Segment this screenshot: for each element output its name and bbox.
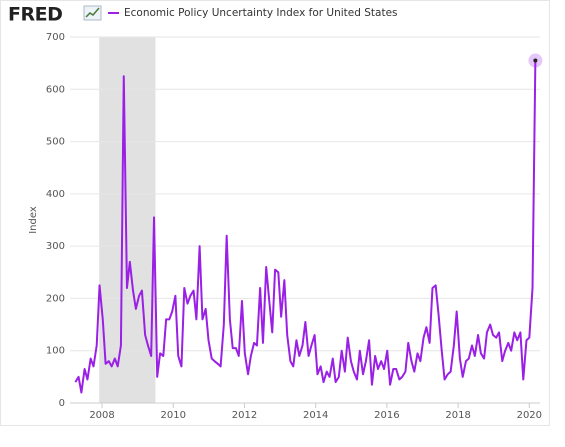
y-tick-label: 0 bbox=[59, 398, 65, 409]
y-tick-label: 300 bbox=[46, 241, 65, 252]
x-tick-label: 2018 bbox=[445, 410, 470, 421]
legend-label: Economic Policy Uncertainty Index for Un… bbox=[124, 7, 398, 19]
y-axis-label: Index bbox=[28, 206, 39, 234]
x-tick-label: 2010 bbox=[161, 410, 186, 421]
highlight-point bbox=[533, 58, 538, 63]
logo-icon bbox=[83, 5, 102, 21]
logo: FRED bbox=[8, 4, 62, 26]
recession-shading bbox=[99, 37, 156, 403]
y-tick-label: 200 bbox=[46, 293, 65, 304]
y-tick-label: 400 bbox=[46, 189, 65, 200]
x-tick-label: 2012 bbox=[232, 410, 257, 421]
y-tick-label: 700 bbox=[46, 32, 65, 43]
x-tick-label: 2020 bbox=[517, 410, 542, 421]
y-tick-label: 600 bbox=[46, 84, 65, 95]
x-tick-label: 2016 bbox=[374, 410, 399, 421]
y-tick-label: 500 bbox=[46, 137, 65, 148]
x-tick-label: 2008 bbox=[89, 410, 114, 421]
y-tick-label: 100 bbox=[46, 346, 65, 357]
frame bbox=[0, 0, 550, 426]
x-tick-label: 2014 bbox=[303, 410, 328, 421]
series-line bbox=[74, 60, 537, 394]
